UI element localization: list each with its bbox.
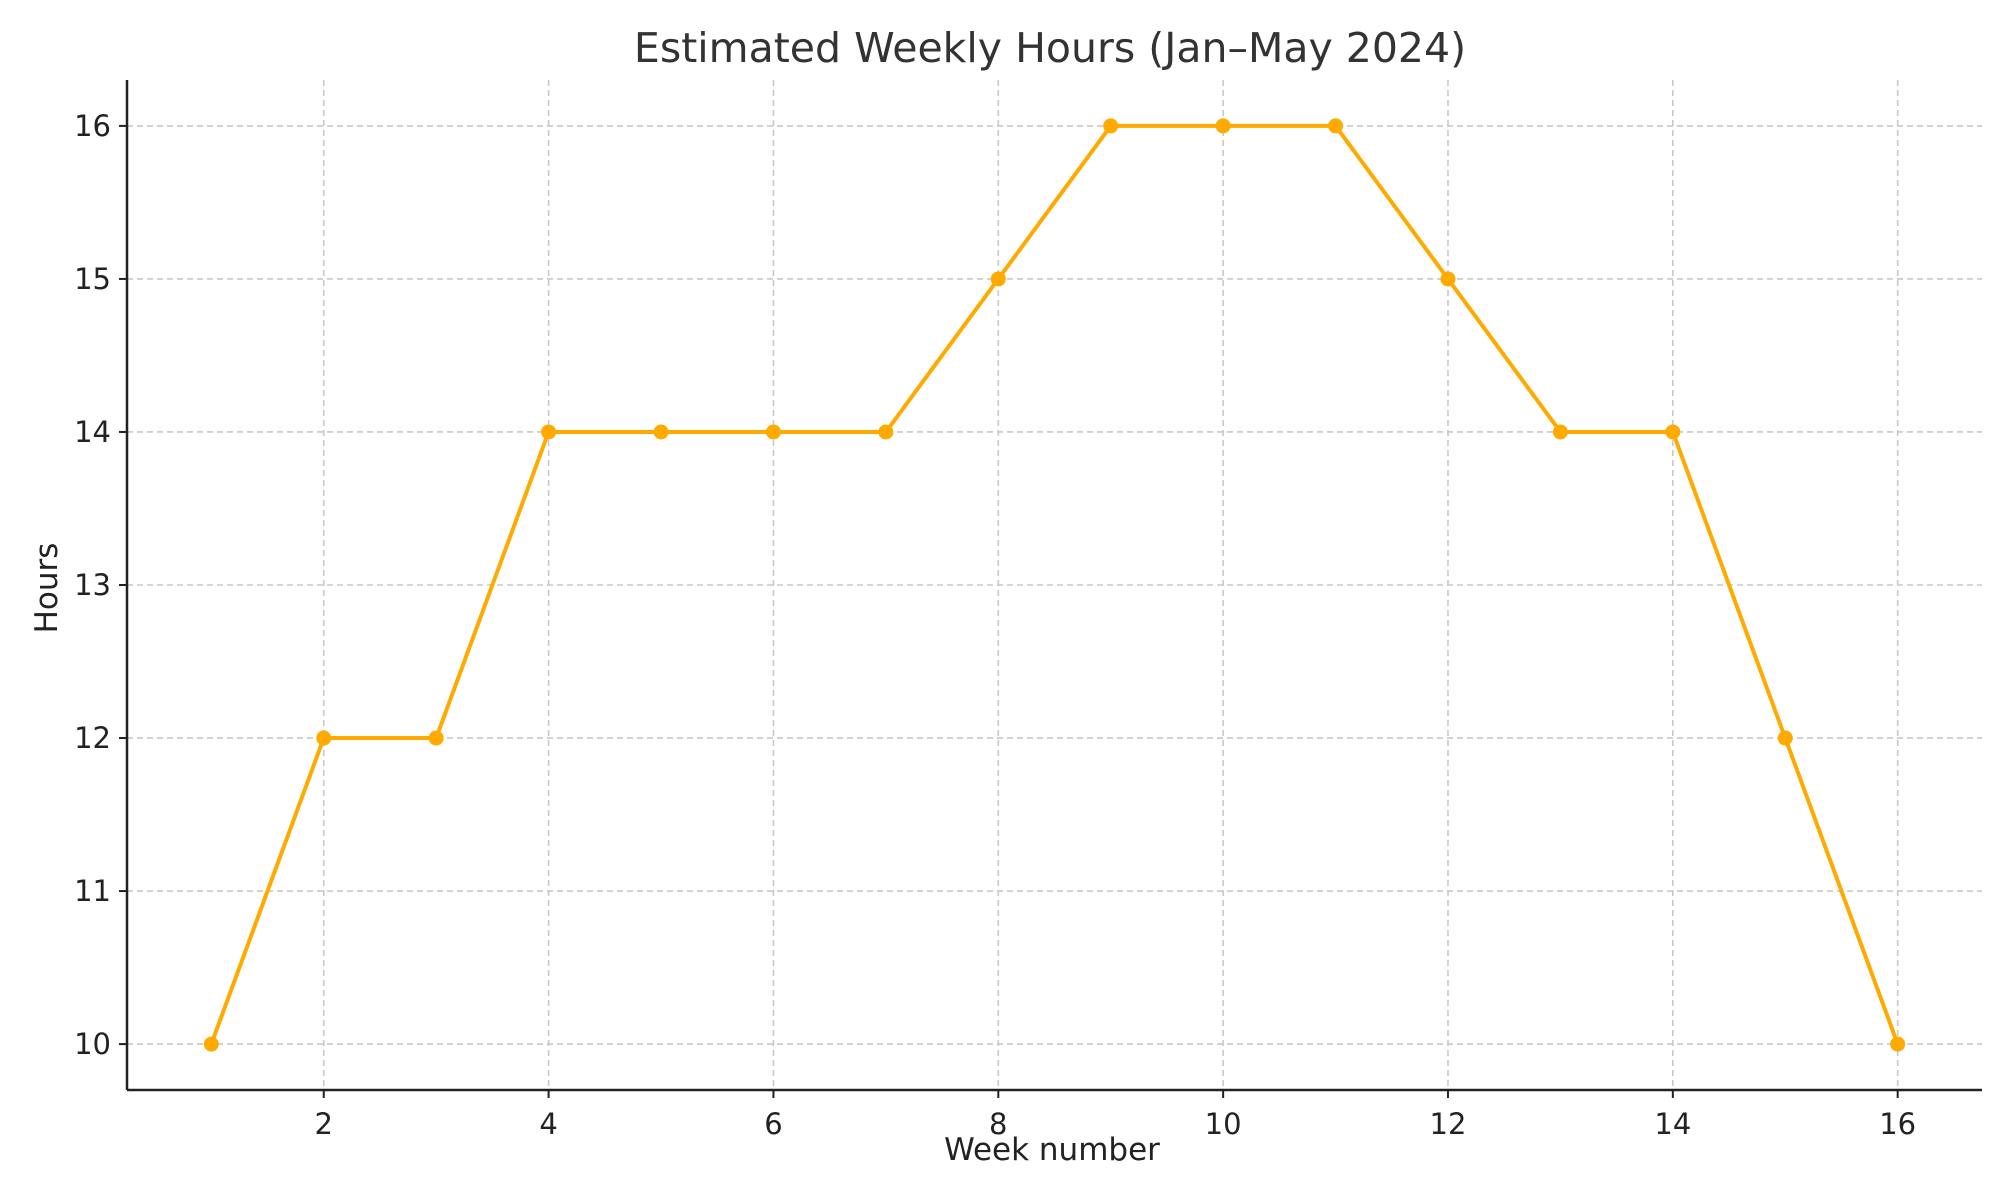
y-tick-label: 15 (74, 262, 111, 296)
y-tick-label: 16 (74, 109, 111, 143)
x-tick-label: 16 (1879, 1107, 1916, 1141)
data-point (1215, 118, 1231, 134)
y-tick-label: 11 (74, 874, 111, 908)
data-point (428, 730, 444, 746)
data-point (1103, 118, 1119, 134)
data-point (1777, 730, 1793, 746)
axes-layer: 2 4 6 8 10 12 14 16 10 11 12 13 14 15 16 (74, 80, 1982, 1141)
x-tick-label: 6 (764, 1107, 782, 1141)
data-point (316, 730, 332, 746)
data-point (1440, 271, 1456, 287)
x-axis-label: Week number (944, 1132, 1160, 1168)
x-tick-label: 2 (315, 1107, 333, 1141)
data-point (1552, 424, 1568, 440)
y-axis-label: Hours (29, 543, 65, 634)
x-tick-label: 10 (1205, 1107, 1242, 1141)
x-tick-label: 4 (539, 1107, 557, 1141)
y-tick-label: 10 (74, 1027, 111, 1061)
data-point (653, 424, 669, 440)
series-layer (203, 118, 1906, 1052)
x-tick-label: 8 (989, 1107, 1007, 1141)
x-tick-label: 14 (1654, 1107, 1691, 1141)
data-point (990, 271, 1006, 287)
series-line (209, 123, 1900, 1047)
data-point (541, 424, 557, 440)
data-point (1328, 118, 1344, 134)
y-tick-label: 14 (74, 415, 111, 449)
grid-layer (127, 80, 1982, 1090)
data-point (1665, 424, 1681, 440)
y-tick-label: 12 (74, 721, 111, 755)
x-tick-label: 12 (1430, 1107, 1467, 1141)
data-point (878, 424, 894, 440)
data-point (203, 1036, 219, 1052)
chart-title: Estimated Weekly Hours (Jan–May 2024) (634, 24, 1466, 72)
y-tick-label: 13 (74, 568, 111, 602)
data-point (765, 424, 781, 440)
data-point (1890, 1036, 1906, 1052)
